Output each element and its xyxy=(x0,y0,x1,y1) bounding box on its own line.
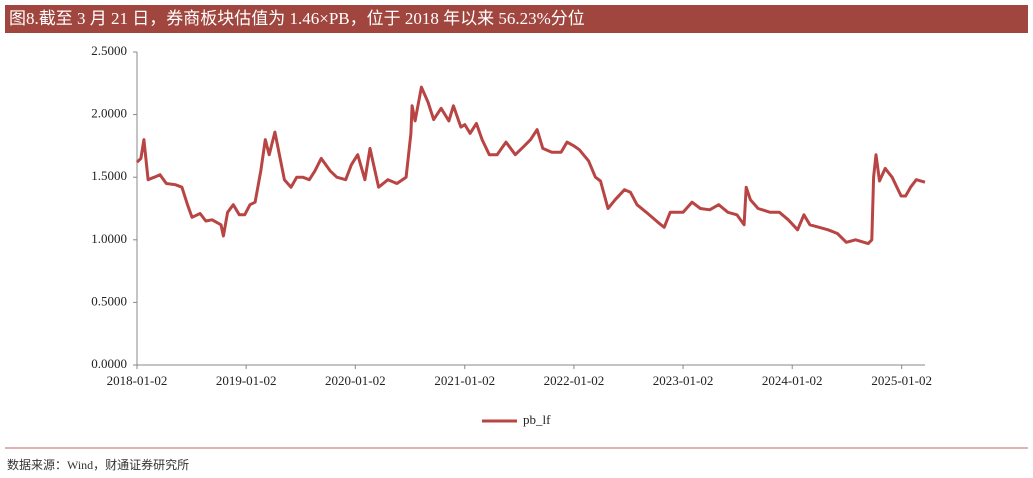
x-tick-label: 2023-01-02 xyxy=(653,373,714,388)
x-tick-label: 2022-01-02 xyxy=(544,373,605,388)
x-tick-label: 2025-01-02 xyxy=(871,373,932,388)
source-note: 数据来源：Wind，财通证券研究所 xyxy=(7,457,189,472)
x-tick-label: 2021-01-02 xyxy=(434,373,495,388)
y-tick-label: 2.0000 xyxy=(91,106,127,121)
y-tick-label: 1.5000 xyxy=(91,168,127,183)
chart-title: 图8.截至 3 月 21 日，券商板块估值为 1.46×PB，位于 2018 年… xyxy=(9,9,585,28)
y-tick-label: 1.0000 xyxy=(91,231,127,246)
title-banner xyxy=(5,5,1028,33)
y-tick-label: 2.5000 xyxy=(91,43,127,58)
data-line xyxy=(135,85,926,246)
x-tick-label: 2020-01-02 xyxy=(325,373,386,388)
x-tick-label: 2024-01-02 xyxy=(762,373,823,388)
y-tick-label: 0.5000 xyxy=(91,293,127,308)
x-tick-label: 2019-01-02 xyxy=(216,373,277,388)
x-tick-label: 2018-01-02 xyxy=(107,373,168,388)
legend-label: pb_lf xyxy=(523,412,551,427)
y-tick-label: 0.0000 xyxy=(91,356,127,371)
